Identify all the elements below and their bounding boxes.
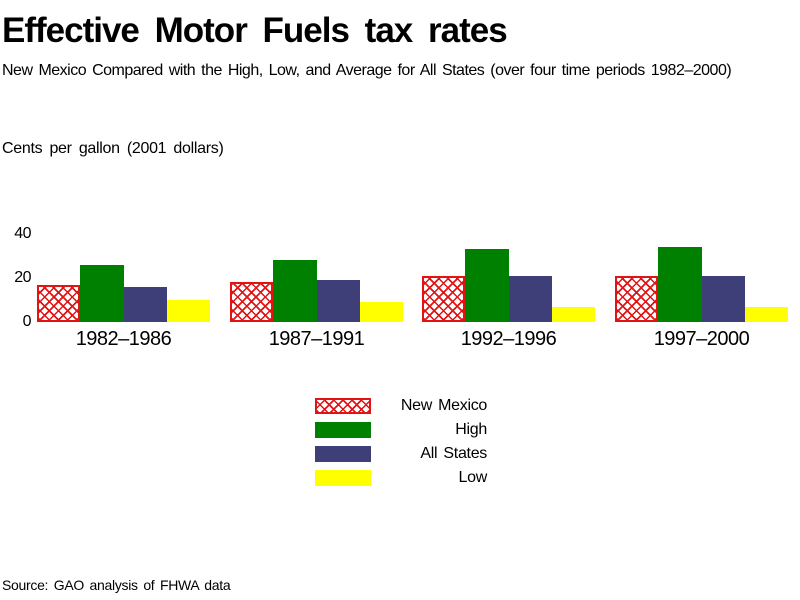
- legend-item: All States: [315, 446, 487, 462]
- bar-low: [166, 300, 210, 322]
- legend-label: All States: [420, 445, 487, 462]
- legend-swatch-new-mexico: [315, 398, 371, 414]
- legend-label: New Mexico: [400, 397, 487, 414]
- bar-low: [359, 302, 403, 322]
- x-axis-label: 1992–1996: [460, 328, 557, 350]
- x-axis-label: 1987–1991: [268, 328, 365, 350]
- source-note: Source: GAO analysis of FHWA data: [2, 577, 231, 593]
- legend-swatch-low: [315, 470, 371, 486]
- bar-low: [744, 306, 788, 322]
- legend-swatch-high: [315, 422, 371, 438]
- bar-low: [551, 306, 595, 322]
- bar-all-states: [316, 280, 360, 322]
- x-axis-label: 1982–1986: [75, 328, 172, 350]
- bar-all-states: [508, 275, 552, 322]
- legend-item: Low: [315, 470, 487, 486]
- bar-high: [465, 249, 509, 322]
- y-tick-label: 40: [14, 225, 31, 242]
- chart-subtitle: New Mexico Compared with the High, Low, …: [2, 62, 732, 79]
- bar-high: [80, 264, 124, 322]
- legend-label: High: [455, 421, 487, 438]
- legend-label: Low: [458, 469, 488, 486]
- chart-title: Effective Motor Fuels tax rates: [2, 11, 508, 50]
- y-tick-label: 0: [22, 313, 32, 330]
- y-axis-title: Cents per gallon (2001 dollars): [2, 140, 224, 157]
- bar-high: [658, 247, 702, 322]
- legend-item: New Mexico: [315, 398, 487, 414]
- bar-new-mexico: [422, 275, 466, 322]
- bar-new-mexico: [615, 275, 659, 322]
- legend: New Mexico High All States Low: [315, 398, 487, 494]
- bar-all-states: [701, 275, 745, 322]
- legend-item: High: [315, 422, 487, 438]
- bar-new-mexico: [37, 284, 81, 322]
- bar-high: [273, 260, 317, 322]
- legend-swatch-all-states: [315, 446, 371, 462]
- bar-new-mexico: [230, 282, 274, 322]
- y-tick-label: 20: [14, 269, 31, 286]
- bar-all-states: [123, 286, 167, 322]
- x-axis-label: 1997–2000: [653, 328, 750, 350]
